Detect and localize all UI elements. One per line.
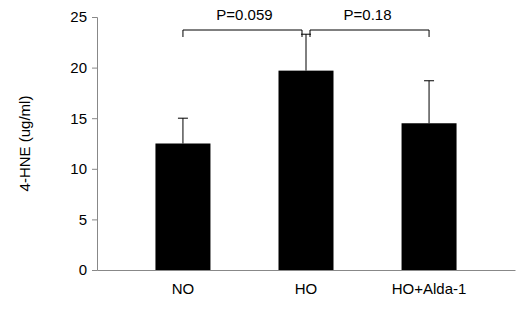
annotation: P=0.18	[310, 6, 429, 37]
y-tick-label: 15	[70, 110, 87, 127]
x-tick-label: NO	[172, 280, 195, 297]
bracket	[183, 30, 302, 37]
plot-area	[155, 34, 456, 270]
y-tick: 0	[79, 261, 97, 278]
y-tick-mark	[92, 118, 97, 119]
y-tick-mark	[92, 17, 97, 18]
y-tick: 25	[70, 8, 97, 25]
y-tick-label: 0	[79, 261, 87, 278]
annotation: P=0.059	[183, 6, 302, 37]
y-tick-label: 25	[70, 8, 87, 25]
x-axis: NO HO HO+Alda-1	[98, 270, 516, 297]
y-axis: 0 5 10 15 20 25	[70, 8, 97, 278]
y-tick: 20	[70, 59, 97, 76]
annotation-text: P=0.18	[344, 6, 392, 23]
chart: 0 5 10 15 20 25 NO HO HO+Alda-1 4-HNE (ug/ml) P=0.…	[0, 0, 521, 322]
error-stem	[306, 34, 307, 70]
error-cap	[178, 118, 188, 119]
y-tick-mark	[92, 219, 97, 220]
error-stem	[182, 118, 183, 143]
x-axis-line	[98, 270, 516, 271]
x-tick: HO+Alda-1	[392, 270, 467, 297]
y-axis-title: 4-HNE (ug/ml)	[16, 96, 33, 192]
x-tick-label: HO	[295, 280, 318, 297]
bar	[402, 123, 457, 270]
bar	[278, 71, 333, 270]
y-tick-mark	[92, 169, 97, 170]
y-tick: 15	[70, 110, 97, 127]
error-cap	[424, 80, 434, 81]
x-tick: NO	[172, 270, 195, 297]
y-tick: 10	[70, 160, 97, 177]
bar	[155, 144, 210, 271]
y-tick-label: 5	[79, 211, 87, 228]
y-tick-mark	[92, 68, 97, 69]
error-bar	[178, 118, 188, 143]
error-stem	[429, 81, 430, 124]
y-tick-label: 20	[70, 59, 87, 76]
y-axis-line	[92, 18, 98, 271]
bracket	[310, 30, 429, 37]
x-tick: HO	[295, 270, 318, 297]
y-tick-mark	[92, 270, 97, 271]
x-tick-label: HO+Alda-1	[392, 280, 467, 297]
annotation-text: P=0.059	[216, 6, 272, 23]
error-bar	[424, 81, 434, 124]
y-tick: 5	[79, 211, 97, 228]
y-tick-label: 10	[70, 160, 87, 177]
error-bar	[301, 34, 311, 70]
